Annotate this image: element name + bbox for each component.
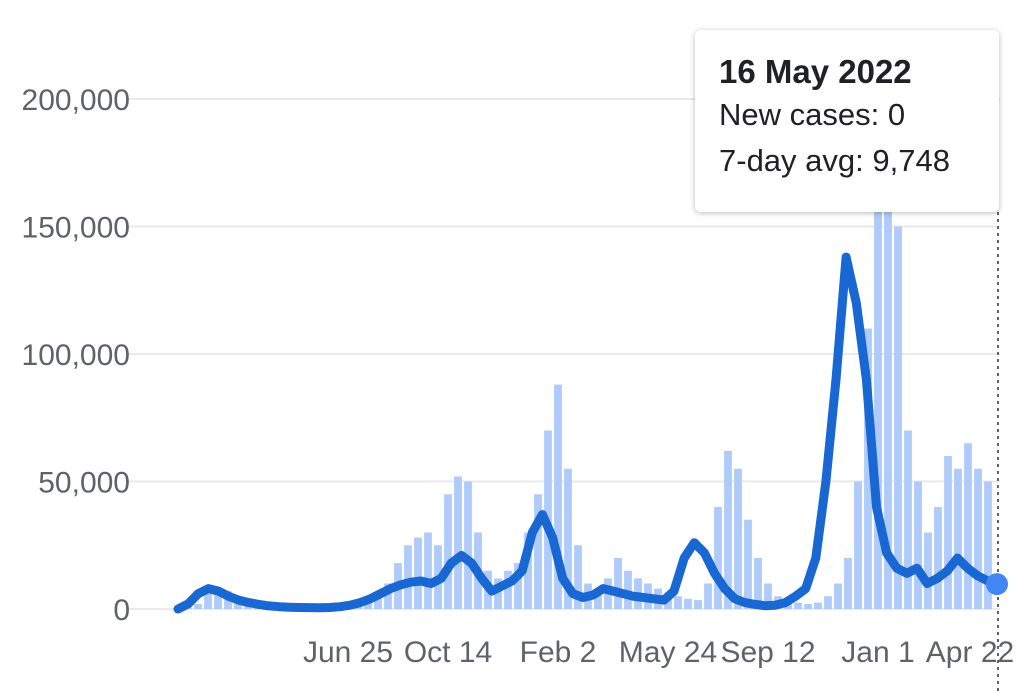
bar (404, 545, 412, 609)
bar (574, 545, 582, 609)
bar (954, 468, 962, 609)
bar (884, 212, 892, 609)
tooltip-date: 16 May 2022 (719, 53, 912, 90)
bar (424, 532, 432, 609)
bar (724, 450, 732, 609)
bar (834, 583, 842, 609)
bar (674, 596, 682, 609)
bar (714, 507, 722, 609)
bar (974, 468, 982, 609)
hover-point-marker[interactable] (986, 573, 1008, 596)
x-tick-label: May 24 (619, 636, 717, 669)
bar (874, 212, 882, 609)
x-tick-label: Sep 12 (720, 636, 815, 669)
bar (944, 456, 952, 609)
bar (814, 602, 822, 609)
bar (754, 558, 762, 609)
bar (444, 494, 452, 609)
tooltip: 16 May 2022 New cases: 0 7-day avg: 9,74… (695, 30, 999, 212)
bar (794, 602, 802, 609)
bar (494, 578, 502, 609)
bar (514, 563, 522, 609)
bar (764, 583, 772, 609)
tooltip-avg: 7-day avg: 9,748 (719, 143, 950, 178)
bar (594, 588, 602, 609)
tooltip-new-cases: New cases: 0 (719, 97, 906, 132)
seven-day-avg-line (173, 252, 1003, 614)
bar (464, 481, 472, 609)
x-tick-label: Oct 14 (404, 636, 492, 669)
bar (214, 588, 222, 609)
bar (984, 481, 992, 609)
bar (194, 603, 202, 609)
y-tick-label: 100,000 (22, 339, 130, 372)
bar (704, 583, 712, 609)
bar (624, 570, 632, 609)
bar (694, 600, 702, 609)
bar (564, 468, 572, 609)
bar (744, 519, 752, 609)
bar (894, 226, 902, 609)
bar (804, 603, 812, 609)
y-tick-label: 50,000 (38, 467, 130, 500)
bar (904, 430, 912, 609)
bar (824, 596, 832, 609)
bar (534, 494, 542, 609)
y-axis-ticks: 0 50,000 100,000 150,000 200,000 (22, 84, 130, 627)
y-tick-label: 150,000 (22, 212, 130, 245)
bar (384, 583, 392, 609)
bar (374, 593, 382, 609)
x-tick-label: Jan 1 (841, 636, 914, 669)
x-tick-label: Feb 2 (520, 636, 597, 669)
bar (504, 570, 512, 609)
bar (964, 443, 972, 609)
bar (414, 537, 422, 609)
bar (454, 476, 462, 609)
x-tick-label: Jun 25 (303, 636, 393, 669)
bar (924, 532, 932, 609)
bar (204, 593, 212, 609)
bar (914, 481, 922, 609)
bar (844, 558, 852, 609)
bar (554, 384, 562, 609)
bar (854, 481, 862, 609)
bar (684, 598, 692, 609)
bar (934, 507, 942, 609)
bar (524, 532, 532, 609)
y-tick-label: 200,000 (22, 84, 130, 117)
bar (864, 328, 872, 609)
bar (614, 558, 622, 609)
bar (734, 468, 742, 609)
x-axis-ticks: Jun 25 Oct 14 Feb 2 May 24 Sep 12 Jan 1 Apr 22 (303, 636, 1014, 669)
y-tick-label: 0 (113, 594, 130, 627)
x-tick-label: Apr 22 (926, 636, 1014, 669)
